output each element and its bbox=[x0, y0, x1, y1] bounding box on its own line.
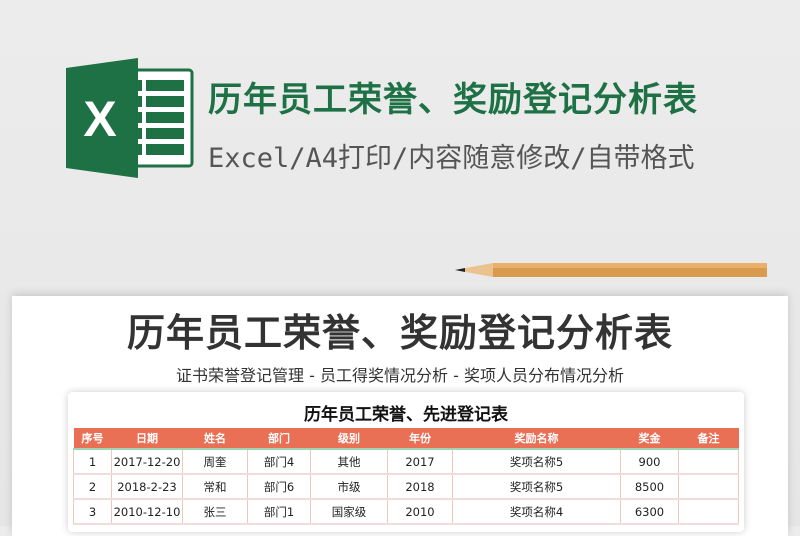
sheet-title: 历年员工荣誉、奖励登记分析表 bbox=[126, 311, 673, 355]
table-cell: 2010 bbox=[387, 498, 453, 525]
honor-table: 序号 日期 姓名 部门 级别 年份 奖励名称 奖金 备注 1 2017-12-20… bbox=[73, 428, 739, 525]
table-cell: 2017-12-20 bbox=[111, 448, 183, 475]
table-cell: 市级 bbox=[310, 473, 388, 500]
table-cell bbox=[678, 448, 739, 475]
table-cell: 奖项名称5 bbox=[452, 448, 621, 475]
table-cell: 2010-12-10 bbox=[111, 498, 183, 525]
col-header: 奖励名称 bbox=[452, 428, 621, 450]
table-cell: 1 bbox=[73, 448, 112, 475]
sheet-subtitle: 证书荣誉登记管理 - 员工得奖情况分析 - 奖项人员分布情况分析 bbox=[176, 366, 624, 385]
table-cell: 部门1 bbox=[247, 498, 311, 525]
svg-text:X: X bbox=[83, 91, 116, 147]
pencil-icon bbox=[455, 263, 767, 277]
table-cell: 奖项名称4 bbox=[452, 498, 621, 525]
table-row: 2 2018-2-23 常和 部门6 市级 2018 奖项名称5 8500 bbox=[73, 473, 739, 500]
table-cell: 2017 bbox=[387, 448, 453, 475]
col-header: 级别 bbox=[310, 428, 388, 450]
table-row: 3 2010-12-10 张三 部门1 国家级 2010 奖项名称4 6300 bbox=[73, 498, 739, 525]
table-cell: 部门4 bbox=[247, 448, 311, 475]
col-header: 年份 bbox=[387, 428, 453, 450]
table-cell: 部门6 bbox=[247, 473, 311, 500]
col-header: 日期 bbox=[111, 428, 183, 450]
table-cell: 其他 bbox=[310, 448, 388, 475]
table-cell: 2 bbox=[73, 473, 112, 500]
col-header: 序号 bbox=[73, 428, 112, 450]
excel-logo-icon: X bbox=[66, 58, 194, 178]
table-cell: 常和 bbox=[182, 473, 248, 500]
table-cell: 6300 bbox=[620, 498, 679, 525]
col-header: 备注 bbox=[678, 428, 739, 450]
header-subtitle: Excel/A4打印/内容随意修改/自带格式 bbox=[208, 143, 695, 174]
table-row: 1 2017-12-20 周奎 部门4 其他 2017 奖项名称5 900 bbox=[73, 448, 739, 475]
header-title: 历年员工荣誉、奖励登记分析表 bbox=[208, 80, 698, 120]
table-cell: 张三 bbox=[182, 498, 248, 525]
table-cell: 8500 bbox=[620, 473, 679, 500]
table-cell: 900 bbox=[620, 448, 679, 475]
table-cell bbox=[678, 498, 739, 525]
col-header: 姓名 bbox=[182, 428, 248, 450]
table-cell: 周奎 bbox=[182, 448, 248, 475]
table-header-row: 序号 日期 姓名 部门 级别 年份 奖励名称 奖金 备注 bbox=[73, 428, 739, 450]
table-cell: 3 bbox=[73, 498, 112, 525]
col-header: 部门 bbox=[247, 428, 311, 450]
table-cell: 2018-2-23 bbox=[111, 473, 183, 500]
table-cell: 国家级 bbox=[310, 498, 388, 525]
table-cell bbox=[678, 473, 739, 500]
table-title: 历年员工荣誉、先进登记表 bbox=[304, 405, 508, 425]
col-header: 奖金 bbox=[620, 428, 679, 450]
table-cell: 奖项名称5 bbox=[452, 473, 621, 500]
table-cell: 2018 bbox=[387, 473, 453, 500]
